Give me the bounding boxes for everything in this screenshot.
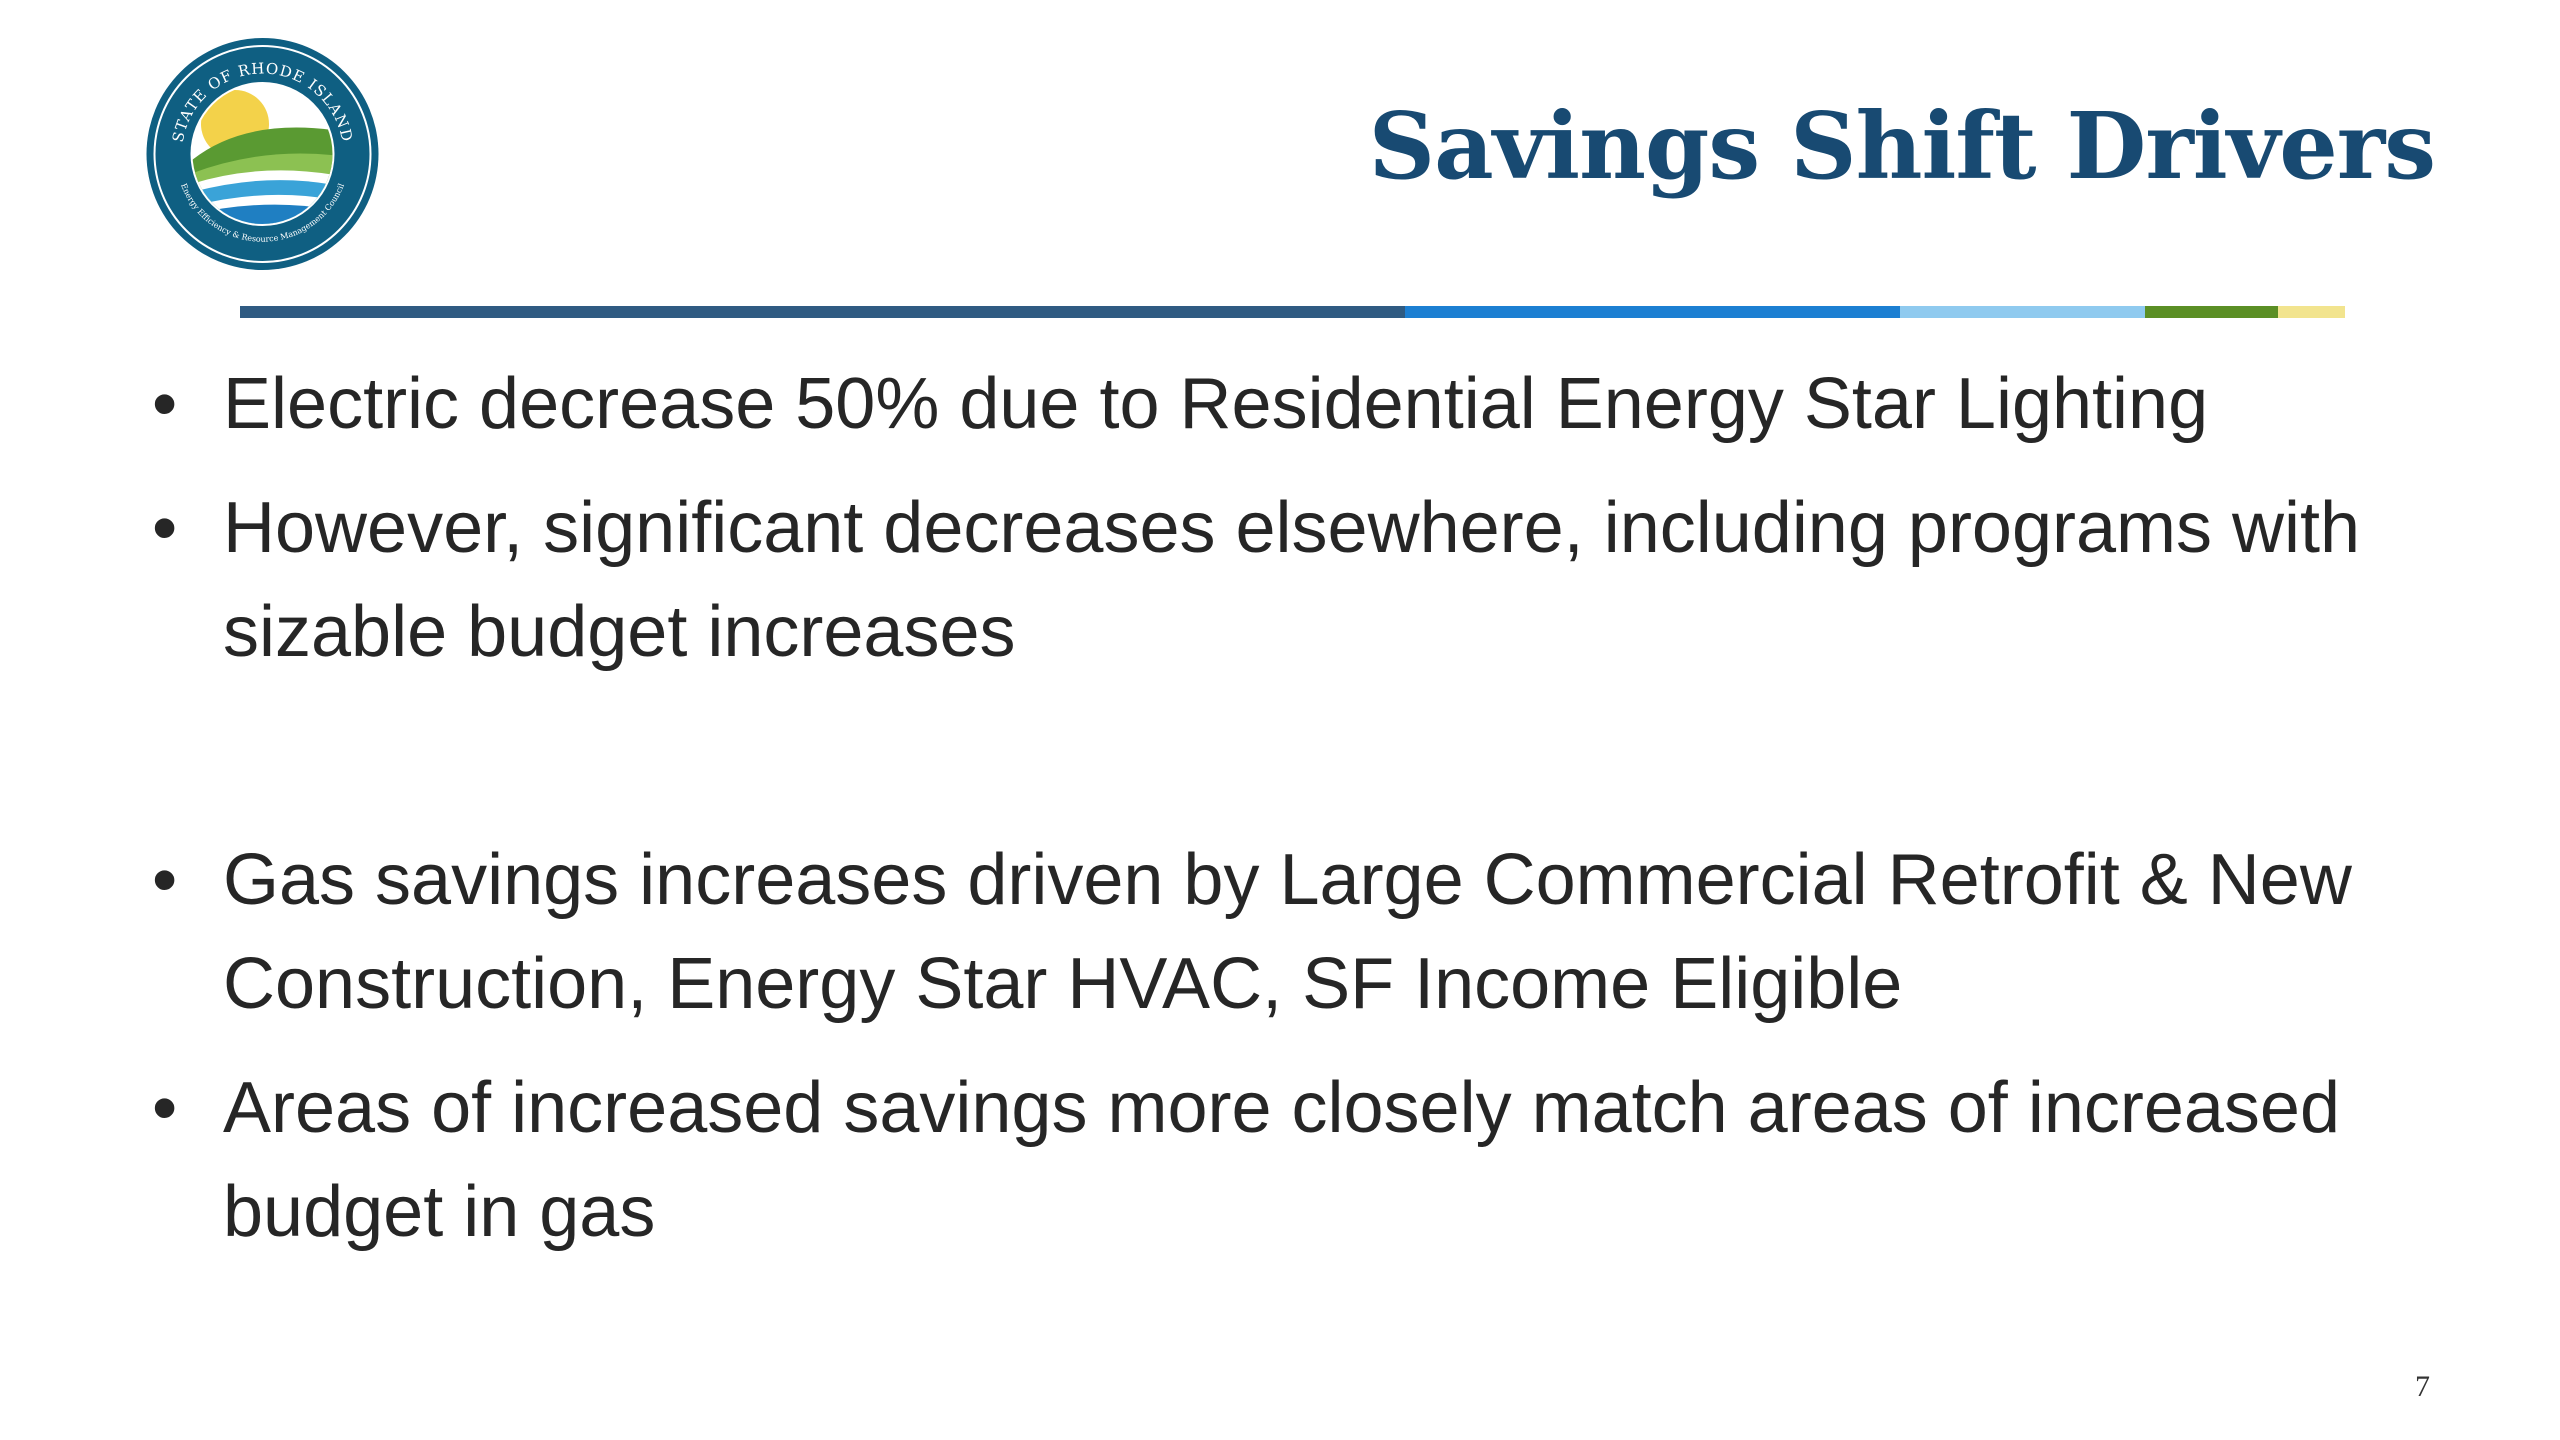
bullet-marker: • — [152, 488, 178, 568]
rhode-island-seal-logo: STATE OF RHODE ISLAND Energy Efficiency … — [140, 36, 385, 272]
bullet-list: • Electric decrease 50% due to Residenti… — [140, 352, 2440, 1284]
divider-segment — [1900, 306, 2145, 318]
divider-segment — [240, 306, 1405, 318]
divider-segment — [2145, 306, 2278, 318]
bullet-marker: • — [152, 1068, 178, 1148]
page-number: 7 — [2415, 1370, 2430, 1403]
bullet-text: Electric decrease 50% due to Residential… — [223, 364, 2209, 444]
bullet-text: Gas savings increases driven by Large Co… — [223, 840, 2352, 1024]
bullet-text: Areas of increased savings more closely … — [223, 1068, 2341, 1252]
bullet-item: • Areas of increased savings more closel… — [140, 1056, 2440, 1264]
bullet-text: However, significant decreases elsewhere… — [223, 488, 2361, 672]
title-divider — [240, 306, 2345, 318]
slide-title: Savings Shift Drivers — [1368, 92, 2436, 200]
bullet-item: • Electric decrease 50% due to Residenti… — [140, 352, 2440, 456]
bullet-marker: • — [152, 364, 178, 444]
bullet-item: • Gas savings increases driven by Large … — [140, 828, 2440, 1036]
bullet-item: • However, significant decreases elsewhe… — [140, 476, 2440, 684]
divider-segment — [2278, 306, 2345, 318]
divider-segment — [1405, 306, 1900, 318]
bullet-marker: • — [152, 840, 178, 920]
